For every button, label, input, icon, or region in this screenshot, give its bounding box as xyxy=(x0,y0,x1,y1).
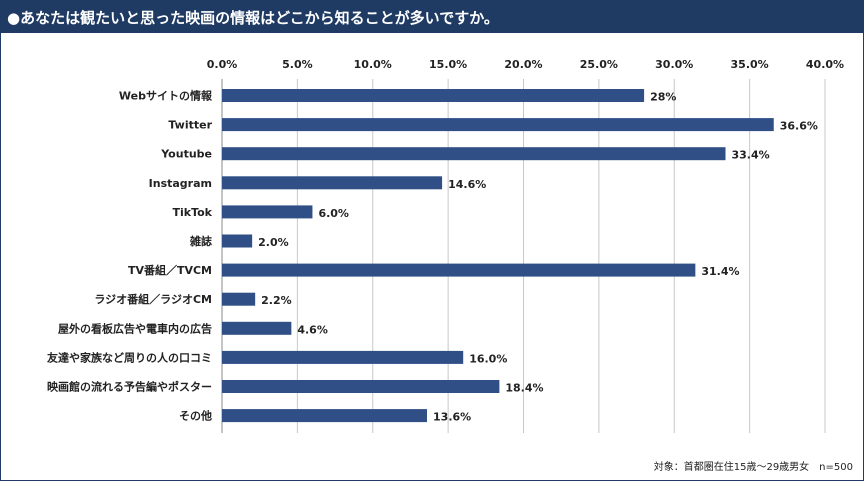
category-label: TikTok xyxy=(172,206,212,219)
bar xyxy=(222,321,292,335)
x-tick-label: 0.0% xyxy=(207,58,238,71)
data-label: 33.4% xyxy=(732,149,770,162)
data-label: 28% xyxy=(650,91,676,104)
data-label: 16.0% xyxy=(469,352,507,365)
category-label: TV番組／TVCM xyxy=(128,263,212,277)
category-label: 屋外の看板広告や電車内の広告 xyxy=(58,321,212,335)
bar-chart: 0.0% 5.0% 10.0% 15.0% 20.0% 25.0% 30.0% 35.0% 40… xyxy=(47,58,844,433)
x-tick-label: 25.0% xyxy=(580,58,618,71)
category-label: Instagram xyxy=(149,177,212,190)
category-label: 映画館の流れる予告編やポスター xyxy=(47,380,212,394)
data-label: 14.6% xyxy=(448,178,486,191)
bar xyxy=(222,205,313,219)
category-label: Twitter xyxy=(168,119,212,132)
data-label: 31.4% xyxy=(701,265,739,278)
category-label: 雑誌 xyxy=(189,234,212,248)
data-label: 4.6% xyxy=(297,323,328,336)
data-label: 2.2% xyxy=(261,294,292,307)
bar xyxy=(222,234,253,248)
bar xyxy=(222,263,696,277)
category-label: その他 xyxy=(179,409,212,423)
chart-footnote: 対象：首都圏在住15歳～29歳男女 n=500 xyxy=(653,462,853,473)
x-tick-label: 40.0% xyxy=(806,58,844,71)
bar xyxy=(222,350,464,364)
category-label: Youtube xyxy=(160,148,212,161)
bar xyxy=(222,409,428,423)
category-label: ラジオ番組／ラジオCM xyxy=(94,292,212,306)
data-label: 18.4% xyxy=(505,382,543,395)
x-tick-label: 5.0% xyxy=(282,58,313,71)
data-label: 36.6% xyxy=(780,120,818,133)
chart-title: ●あなたは観たいと思った映画の情報はどこから知ることが多いですか。 xyxy=(7,9,499,27)
chart-header: ●あなたは観たいと思った映画の情報はどこから知ることが多いですか。 xyxy=(1,1,863,33)
bar xyxy=(222,380,500,393)
x-tick-label: 15.0% xyxy=(429,58,467,71)
x-tick-label: 20.0% xyxy=(504,58,542,71)
data-label: 2.0% xyxy=(258,236,289,249)
bar xyxy=(222,292,256,306)
category-label: Webサイトの情報 xyxy=(119,89,213,103)
bar xyxy=(222,147,726,161)
bar xyxy=(222,89,645,102)
x-tick-label: 10.0% xyxy=(354,58,392,71)
data-label: 13.6% xyxy=(433,411,471,424)
category-label: 友達や家族など周りの人の口コミ xyxy=(47,350,212,364)
x-tick-label: 30.0% xyxy=(655,58,693,71)
data-label: 6.0% xyxy=(318,207,349,220)
bar xyxy=(222,176,443,190)
x-tick-label: 35.0% xyxy=(731,58,769,71)
bar xyxy=(222,118,774,132)
chart-area: 0.0% 5.0% 10.0% 15.0% 20.0% 25.0% 30.0% 35.0% 40… xyxy=(1,33,863,480)
